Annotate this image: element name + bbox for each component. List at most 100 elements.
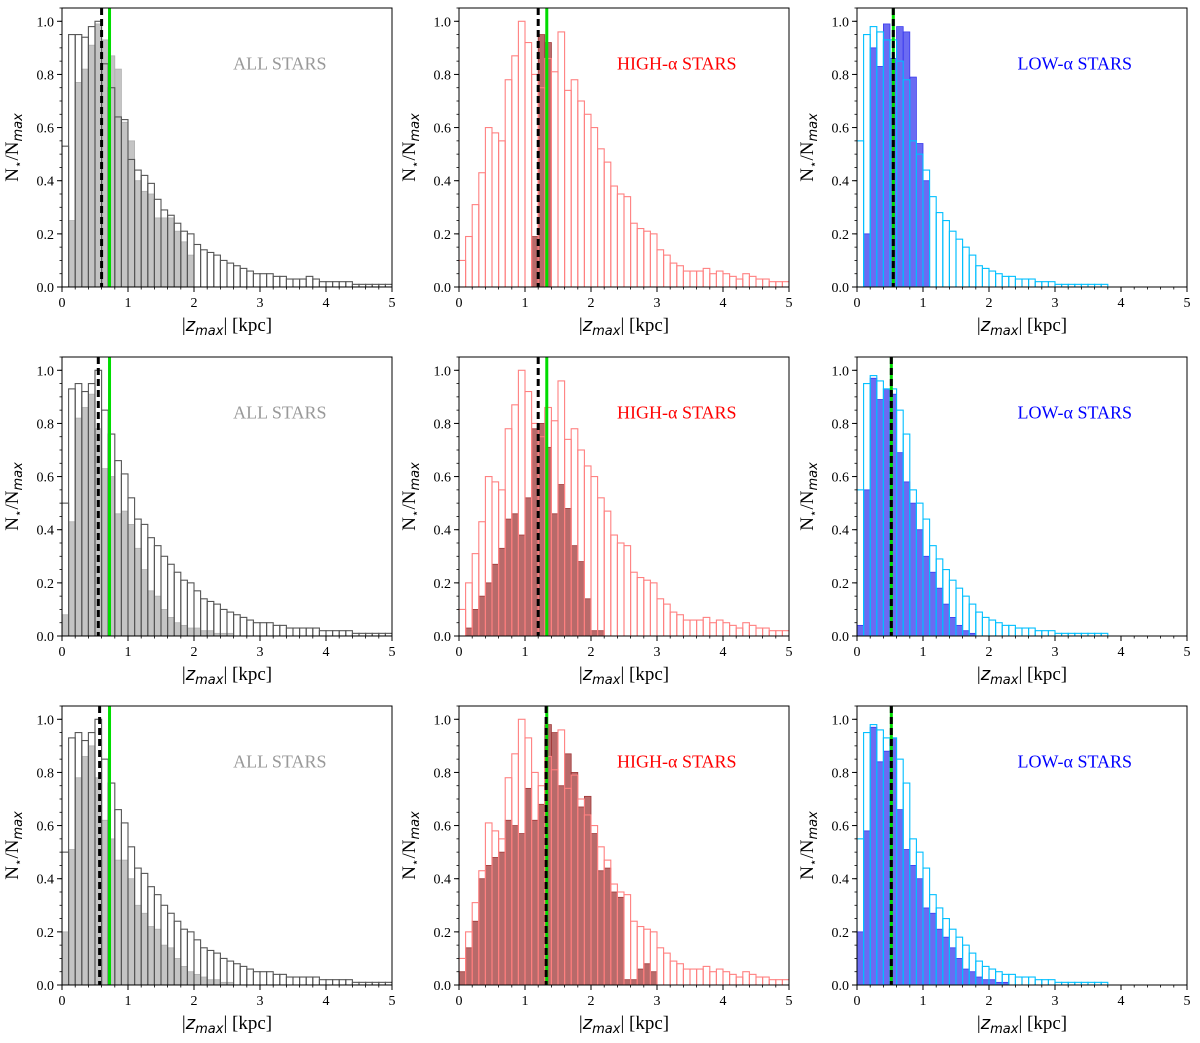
outline-bar xyxy=(299,627,307,636)
panel-2-3: 0 1 2 3 4 5 0.0 0.2 0.4 0.6 0.8 1.0 |zmax| [kpc] N⋆/N… xyxy=(797,356,1191,688)
filled-bar xyxy=(511,825,519,985)
y-tick-label: 1.0 xyxy=(37,713,55,728)
plot-area xyxy=(857,8,1109,287)
filled-bar xyxy=(140,912,149,985)
filled-bar xyxy=(590,833,598,985)
outline-bar xyxy=(955,238,964,287)
filled-bar xyxy=(147,590,155,636)
filled-bar xyxy=(863,489,871,636)
outline-bar xyxy=(233,265,241,287)
filled-bar xyxy=(537,803,546,985)
outline-bar xyxy=(305,275,314,287)
outline-bar xyxy=(259,971,268,985)
filled-bar xyxy=(617,896,625,985)
outline-bar xyxy=(325,630,334,636)
outline-bar xyxy=(478,172,486,287)
y-tick-label: 0.4 xyxy=(434,175,452,190)
y-tick-label: 0.6 xyxy=(37,471,55,486)
filled-bar xyxy=(650,971,658,985)
y-tick-label: 0.4 xyxy=(37,175,55,190)
filled-bar xyxy=(134,180,142,287)
filled-bar xyxy=(883,750,891,985)
filled-bar xyxy=(909,865,917,985)
outline-bar xyxy=(1014,976,1023,985)
axes-frame xyxy=(856,356,1188,637)
y-tick-label: 0.6 xyxy=(832,471,850,486)
plot-area xyxy=(857,706,1109,985)
outline-bar xyxy=(504,79,513,287)
filled-bar xyxy=(180,624,188,636)
filled-bar xyxy=(180,966,188,985)
outline-bar xyxy=(975,611,983,636)
filled-bar xyxy=(173,958,182,985)
y-axis-label: N⋆/Nmax xyxy=(797,811,821,880)
x-tick-label: 1 xyxy=(125,296,132,311)
y-tick-label: 0.0 xyxy=(832,281,850,296)
outline-bar xyxy=(193,243,202,287)
filled-bar xyxy=(929,571,937,636)
x-tick-label: 0 xyxy=(456,994,463,1009)
filled-bar xyxy=(630,979,638,985)
outline-bar xyxy=(259,622,268,636)
outline-bar xyxy=(689,270,698,287)
outline-bar xyxy=(266,273,274,287)
panel-1-3: 0 1 2 3 4 5 0.0 0.2 0.4 0.6 0.8 1.0 |zmax| [kpc] N⋆/N… xyxy=(797,7,1191,339)
filled-bar xyxy=(491,563,499,636)
y-tick-label: 0.8 xyxy=(37,766,55,781)
plot-area xyxy=(62,357,392,636)
outline-bar xyxy=(735,278,744,287)
filled-bar xyxy=(167,617,175,636)
filled-bar xyxy=(975,976,983,985)
x-axis-label: |zmax| [kpc] xyxy=(182,664,272,688)
x-tick-label: 1 xyxy=(920,645,927,660)
outline-bar xyxy=(471,204,480,287)
outline-bar xyxy=(1021,278,1030,287)
outline-bar xyxy=(709,971,717,985)
x-tick-label: 1 xyxy=(920,296,927,311)
outline-bar xyxy=(285,278,294,287)
outline-bar xyxy=(1021,976,1030,985)
panel-1-2: 0 1 2 3 4 5 0.0 0.2 0.4 0.6 0.8 1.0 |zmax| [kpc] N⋆/N… xyxy=(399,7,793,339)
x-tick-label: 4 xyxy=(720,994,727,1009)
y-tick-label: 0.0 xyxy=(434,630,452,645)
filled-bar xyxy=(896,452,904,636)
panel-label: HIGH-α STARS xyxy=(617,751,737,771)
x-tick-label: 5 xyxy=(389,994,396,1009)
filled-bar xyxy=(504,819,513,985)
outline-bar xyxy=(292,278,301,287)
y-tick-label: 0.6 xyxy=(37,122,55,137)
filled-bar xyxy=(173,622,182,636)
axes-frame xyxy=(458,356,790,637)
y-axis-label: N⋆/Nmax xyxy=(2,462,26,531)
x-tick-label: 4 xyxy=(323,994,330,1009)
x-tick-label: 1 xyxy=(125,645,132,660)
outline-bar xyxy=(299,976,307,985)
y-tick-label: 0.0 xyxy=(37,281,55,296)
outline-bar xyxy=(226,262,235,287)
filled-bar xyxy=(916,529,924,636)
outline-bar xyxy=(292,627,301,636)
filled-bar xyxy=(193,627,201,636)
filled-bar xyxy=(909,76,917,287)
outline-bar xyxy=(459,608,467,636)
filled-bar xyxy=(101,468,109,636)
outline-bar xyxy=(735,976,744,985)
filled-bar xyxy=(114,859,122,985)
y-tick-label: 0.8 xyxy=(832,417,850,432)
outline-bar xyxy=(318,630,327,636)
outline-bar xyxy=(995,622,1003,636)
filled-bar xyxy=(916,878,924,985)
filled-bar xyxy=(491,857,499,985)
y-tick-label: 0.8 xyxy=(37,68,55,83)
outline-bar xyxy=(239,616,248,636)
x-tick-label: 3 xyxy=(654,645,661,660)
x-tick-label: 0 xyxy=(854,994,861,1009)
filled-bar xyxy=(955,958,963,985)
y-tick-label: 0.4 xyxy=(37,873,55,888)
outline-bar xyxy=(663,952,671,985)
outline-bar xyxy=(465,235,473,287)
axes-frame xyxy=(856,7,1188,288)
axes-frame xyxy=(458,7,790,288)
filled-bar xyxy=(134,904,142,985)
y-tick-label: 0.4 xyxy=(832,524,850,539)
